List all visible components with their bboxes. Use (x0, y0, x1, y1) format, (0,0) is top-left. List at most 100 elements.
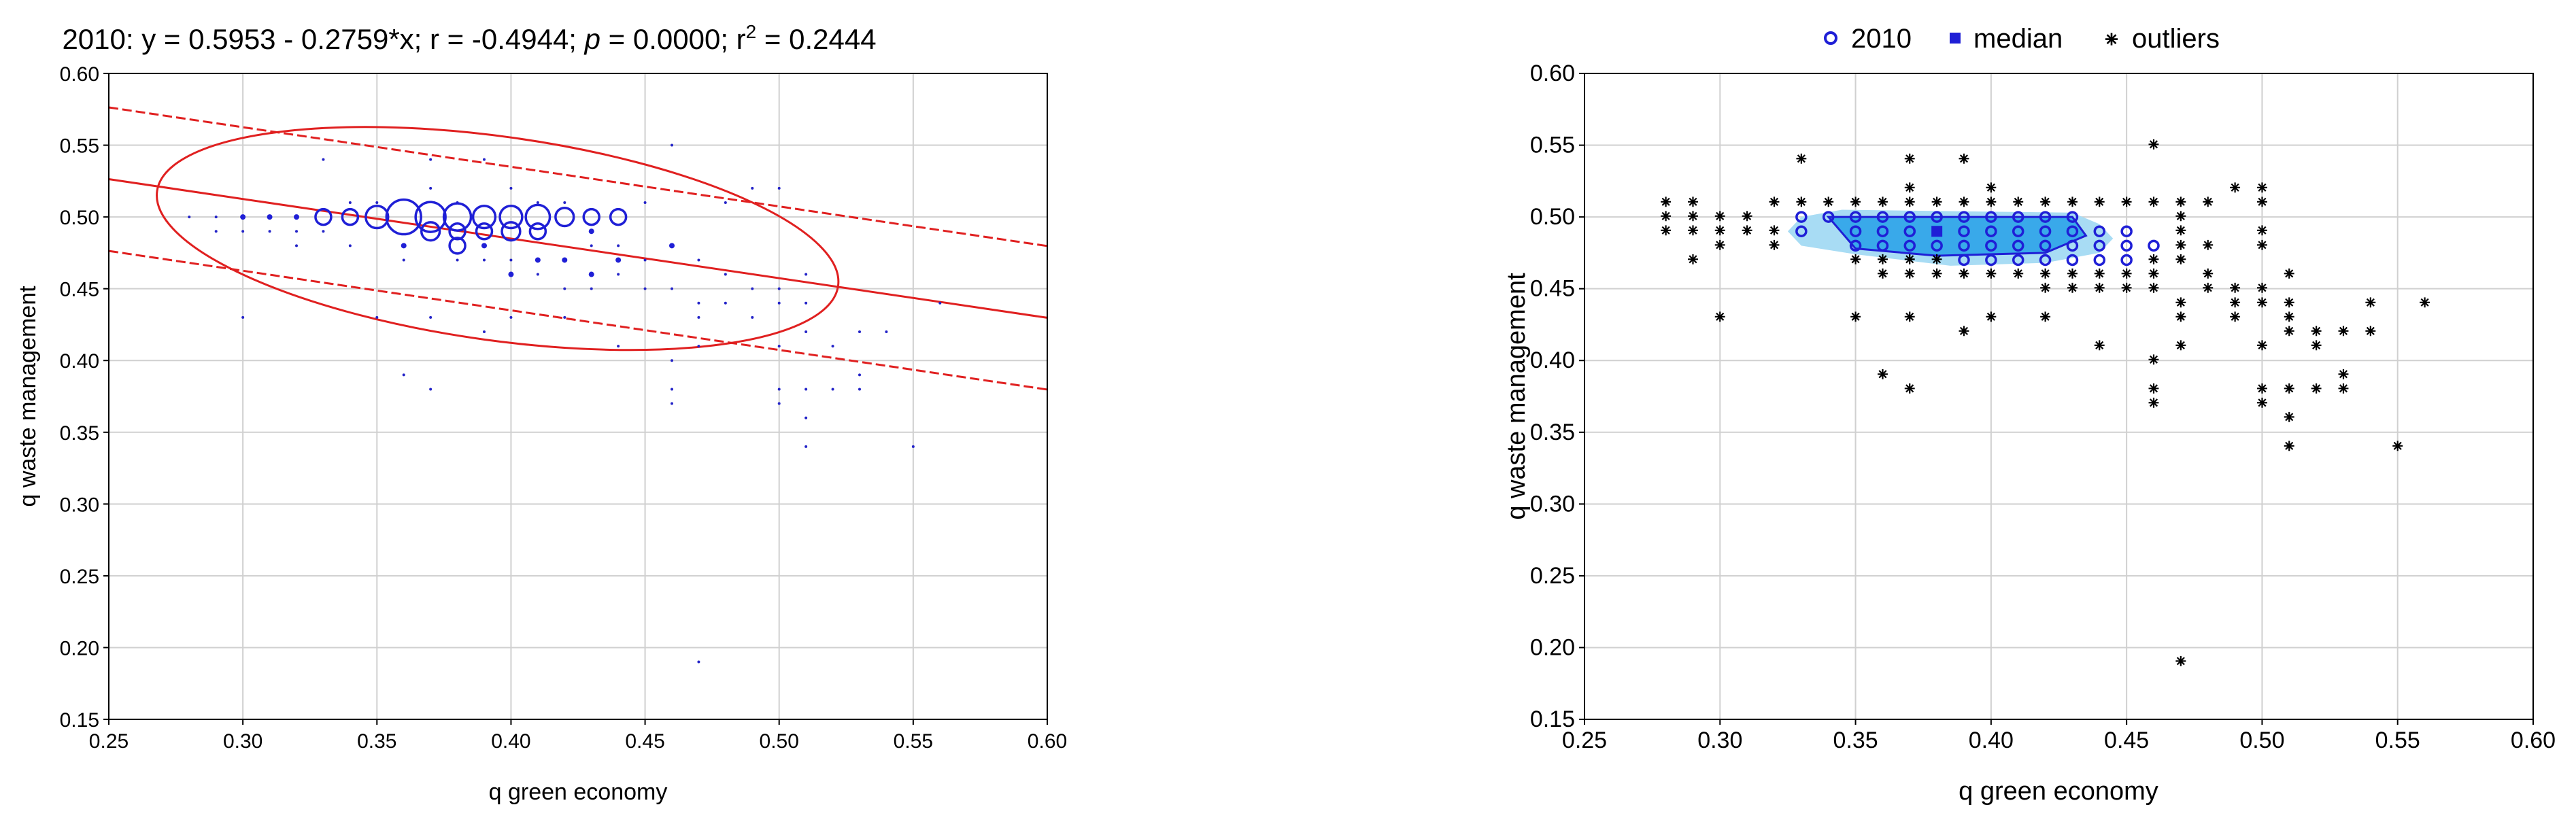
x-tick-label: 0.60 (1028, 730, 1067, 753)
y-tick-label: 0.40 (1530, 347, 1575, 373)
data-point (671, 359, 673, 362)
x-tick-label: 0.45 (2104, 727, 2149, 753)
outlier-marker: ⁕ (2037, 307, 2053, 328)
data-point (671, 143, 673, 147)
grid-lines (108, 73, 1048, 720)
legend-label-2010: 2010 (1851, 24, 1912, 54)
data-point (643, 287, 647, 290)
bubble-point (314, 207, 333, 226)
y-tick-label: 0.35 (1530, 419, 1575, 445)
data-circle (1958, 211, 1970, 223)
outlier-marker: ⁕ (2254, 177, 2270, 199)
data-point (804, 416, 808, 419)
data-circle (1958, 254, 1970, 267)
data-point (751, 315, 754, 319)
y-tick-label: 0.20 (60, 637, 99, 660)
outlier-marker: ⁕ (1983, 192, 1999, 213)
data-point (697, 258, 700, 262)
bubble-point (609, 207, 628, 226)
y-tick-label: 0.45 (1530, 276, 1575, 302)
outlier-marker: ⁕ (1983, 307, 1999, 328)
data-point (885, 330, 888, 333)
outlier-marker: ⁕ (2146, 349, 2161, 371)
data-point (241, 230, 245, 233)
outlier-marker: ⁕ (1658, 192, 1674, 213)
bubble-point (341, 207, 360, 226)
bubble-point (481, 243, 487, 249)
data-point (536, 201, 539, 204)
bubble-point (401, 243, 407, 249)
outlier-marker: ⁕ (2282, 321, 2297, 342)
data-circle (1822, 211, 1835, 223)
data-circle (2120, 225, 2133, 237)
outlier-marker: ⁕ (1793, 192, 1809, 213)
data-circle (1849, 211, 1862, 223)
data-point (751, 186, 754, 190)
outlier-marker: ⁕ (1848, 249, 1863, 270)
data-point (777, 301, 781, 305)
data-circle (1903, 225, 1916, 237)
outlier-marker: ⁕ (2335, 378, 2351, 399)
data-point (777, 402, 781, 405)
data-circle (1931, 239, 1943, 252)
outlier-marker: ⁕ (2417, 292, 2433, 313)
bubble-point (582, 207, 600, 226)
outlier-marker: ⁕ (2092, 192, 2107, 213)
outlier-marker: ⁕ (2282, 378, 2297, 399)
x-tick-label: 0.35 (1833, 727, 1878, 753)
outlier-marker: ⁕ (1685, 249, 1701, 270)
outlier-marker: ⁕ (1983, 264, 1999, 285)
outlier-marker: ⁕ (2173, 651, 2188, 672)
data-circle (1876, 239, 1889, 252)
data-circle (1985, 254, 1997, 267)
data-circle (2093, 239, 2106, 252)
bubble-point (615, 257, 622, 263)
data-point (671, 388, 673, 391)
confidence-band-upper (108, 106, 1048, 247)
outlier-marker: ⁕ (2362, 292, 2378, 313)
tick-labels: 0.25 0.30 0.35 0.40 0.45 0.50 0.55 0.60 0.15 0.20… (60, 63, 1068, 753)
outlier-marker: ⁕ (1685, 220, 1701, 241)
y-tick-label: 0.50 (60, 207, 99, 229)
outlier-marker: ⁕ (2118, 192, 2134, 213)
y-tick-label: 0.55 (1530, 133, 1575, 158)
bubble-point (414, 201, 447, 233)
outlier-marker: ⁕ (2092, 264, 2107, 285)
bubble-point (554, 206, 575, 228)
data-point (322, 230, 325, 233)
y-tick-label: 0.30 (60, 494, 99, 516)
data-point (911, 445, 915, 448)
x-tick-label: 0.40 (491, 730, 530, 753)
outlier-marker: ⁕ (2173, 220, 2188, 241)
data-circle (2066, 225, 2079, 237)
tick-labels: 0.25 0.30 0.35 0.40 0.45 0.50 0.55 0.60 0.15 0.20… (1530, 61, 2556, 753)
data-point (938, 301, 942, 305)
bubble-point (588, 228, 594, 235)
data-point (348, 244, 352, 247)
bubble-point (442, 202, 473, 232)
data-circle (1876, 225, 1889, 237)
outlier-marker: ⁕ (2146, 378, 2161, 399)
outlier-marker: ⁕ (2037, 192, 2053, 213)
y-axis-label: q waste management (15, 286, 41, 507)
outlier-marker: ⁕ (2173, 335, 2188, 356)
data-circle (2039, 211, 2052, 223)
data-point (804, 330, 808, 333)
legend-marker-2010 (1824, 31, 1837, 45)
y-tick-label: 0.20 (1530, 634, 1575, 660)
data-point (831, 345, 834, 348)
data-point (214, 216, 218, 219)
outlier-marker: ⁕ (2254, 220, 2270, 241)
outlier-marker: ⁕ (2173, 249, 2188, 270)
bubble-point (365, 204, 390, 230)
regression-scatter-chart: 2010: y = 0.5953 - 0.2759*x; r = -0.4944… (15, 21, 1067, 805)
outlier-marker: ⁕ (2254, 378, 2270, 399)
legend-marker-outliers: ⁕ (2102, 27, 2122, 53)
plot-frame (108, 73, 1048, 720)
x-axis-label: q green economy (489, 779, 668, 805)
data-point (295, 230, 298, 233)
data-circle (2120, 239, 2133, 252)
outlier-marker: ⁕ (2308, 378, 2324, 399)
data-circle (1876, 211, 1889, 223)
data-point (456, 258, 459, 262)
